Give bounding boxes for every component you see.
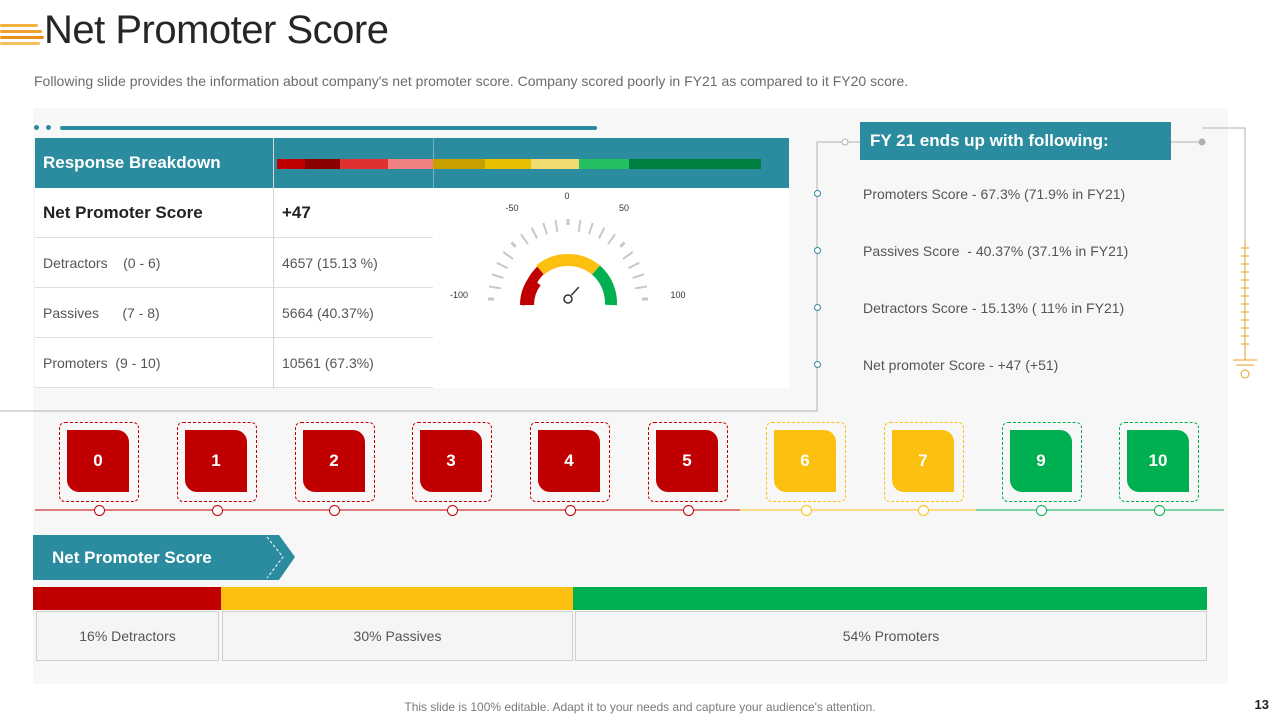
fy21-item: Passives Score - 40.37% (37.1% in FY21) bbox=[863, 243, 1129, 259]
timeline-dot bbox=[447, 505, 458, 516]
nps-gauge: 0 -50 50 -100 100 bbox=[450, 191, 686, 306]
score-tile-frame: 2 bbox=[295, 422, 375, 502]
gauge-tick bbox=[577, 219, 582, 232]
score-tile-frame: 6 bbox=[766, 422, 846, 502]
gauge-tick bbox=[632, 273, 645, 279]
score-tile-frame: 7 bbox=[884, 422, 964, 502]
gauge-tick bbox=[622, 251, 634, 260]
gauge-tick bbox=[635, 285, 648, 290]
score-tile: 1 bbox=[185, 430, 247, 492]
gauge-tick bbox=[542, 222, 548, 235]
gauge-tick bbox=[607, 233, 616, 245]
bullet-dot bbox=[814, 361, 821, 368]
gauge-tick bbox=[502, 251, 514, 260]
table-row-label: Passives (7 - 8) bbox=[35, 288, 273, 338]
gauge-green-arc bbox=[591, 265, 618, 306]
timeline-dot bbox=[212, 505, 223, 516]
score-tile-frame: 9 bbox=[1002, 422, 1082, 502]
bullet-dot bbox=[814, 190, 821, 197]
gauge-label-50: 50 bbox=[619, 203, 629, 213]
page-number: 13 bbox=[1254, 697, 1269, 712]
score-tile: 10 bbox=[1127, 430, 1189, 492]
score-tile: 3 bbox=[420, 430, 482, 492]
score-tile-frame: 1 bbox=[177, 422, 257, 502]
timeline-dot bbox=[918, 505, 929, 516]
gauge-tick bbox=[554, 219, 559, 232]
score-tile: 9 bbox=[1010, 430, 1072, 492]
score-tile-frame: 3 bbox=[412, 422, 492, 502]
score-tile: 5 bbox=[656, 430, 718, 492]
score-tile: 7 bbox=[892, 430, 954, 492]
timeline-dot bbox=[1036, 505, 1047, 516]
gauge-tick bbox=[488, 285, 501, 290]
title-accent-lines bbox=[0, 22, 44, 50]
nps-banner bbox=[33, 535, 295, 580]
table-row-value: 4657 (15.13 %) bbox=[274, 238, 433, 288]
gauge-needle bbox=[570, 286, 580, 296]
gauge-tick bbox=[491, 273, 504, 279]
table-row-label: Net Promoter Score bbox=[35, 188, 273, 238]
promoters-label: 54% Promoters bbox=[575, 611, 1207, 661]
table-row-label: Promoters (9 - 10) bbox=[35, 338, 273, 388]
table-row-value: +47 bbox=[274, 188, 433, 238]
gauge-tick bbox=[588, 222, 594, 235]
table-row-value: 10561 (67.3%) bbox=[274, 338, 433, 388]
footer-note: This slide is 100% editable. Adapt it to… bbox=[404, 700, 876, 714]
table-header-label: Response Breakdown bbox=[43, 153, 221, 172]
detractors-label: 16% Detractors bbox=[36, 611, 219, 661]
score-tile: 6 bbox=[774, 430, 836, 492]
timeline-dot bbox=[329, 505, 340, 516]
bullet-dot bbox=[814, 304, 821, 311]
table-row-label: Detractors (0 - 6) bbox=[35, 238, 273, 288]
response-color-strip bbox=[277, 159, 761, 169]
table-row-value: 5664 (40.37%) bbox=[274, 288, 433, 338]
timeline-dot bbox=[565, 505, 576, 516]
gauge-label-neg50: -50 bbox=[505, 203, 518, 213]
score-tile: 0 bbox=[67, 430, 129, 492]
page-subtitle: Following slide provides the information… bbox=[34, 73, 909, 89]
nps-banner-label: Net Promoter Score bbox=[52, 548, 212, 567]
detractors-segment bbox=[33, 587, 221, 610]
gauge-tick bbox=[628, 261, 640, 270]
score-tile-frame: 10 bbox=[1119, 422, 1199, 502]
promoters-segment bbox=[573, 587, 1207, 610]
gauge-tick bbox=[520, 233, 529, 245]
gauge-label-max: 100 bbox=[670, 290, 685, 300]
score-tile: 4 bbox=[538, 430, 600, 492]
gauge-tick bbox=[496, 261, 508, 270]
passives-label: 30% Passives bbox=[222, 611, 573, 661]
fy21-item: Detractors Score - 15.13% ( 11% in FY21) bbox=[863, 300, 1125, 316]
gauge-tick bbox=[619, 241, 626, 248]
gauge-tick bbox=[530, 227, 539, 239]
passives-segment bbox=[221, 587, 573, 610]
score-tile-frame: 0 bbox=[59, 422, 139, 502]
gauge-label-0: 0 bbox=[564, 191, 569, 201]
fy21-item: Net promoter Score - +47 (+51) bbox=[863, 357, 1059, 373]
timeline-dot bbox=[801, 505, 812, 516]
timeline-dot bbox=[1154, 505, 1165, 516]
fy21-header: FY 21 ends up with following: bbox=[860, 122, 1171, 160]
column-divider bbox=[273, 138, 274, 388]
timeline-dot bbox=[683, 505, 694, 516]
bullet-dot bbox=[814, 247, 821, 254]
gauge-tick bbox=[597, 227, 606, 239]
gauge-yellow-arc bbox=[536, 254, 600, 275]
timeline-dot bbox=[94, 505, 105, 516]
decorative-line bbox=[60, 126, 597, 130]
gauge-label-min: -100 bbox=[450, 290, 468, 300]
fy21-item: Promoters Score - 67.3% (71.9% in FY21) bbox=[863, 186, 1126, 202]
page-title: Net Promoter Score bbox=[44, 8, 389, 52]
score-tile: 2 bbox=[303, 430, 365, 492]
score-tile-frame: 5 bbox=[648, 422, 728, 502]
score-tile-frame: 4 bbox=[530, 422, 610, 502]
gauge-tick bbox=[510, 241, 517, 248]
